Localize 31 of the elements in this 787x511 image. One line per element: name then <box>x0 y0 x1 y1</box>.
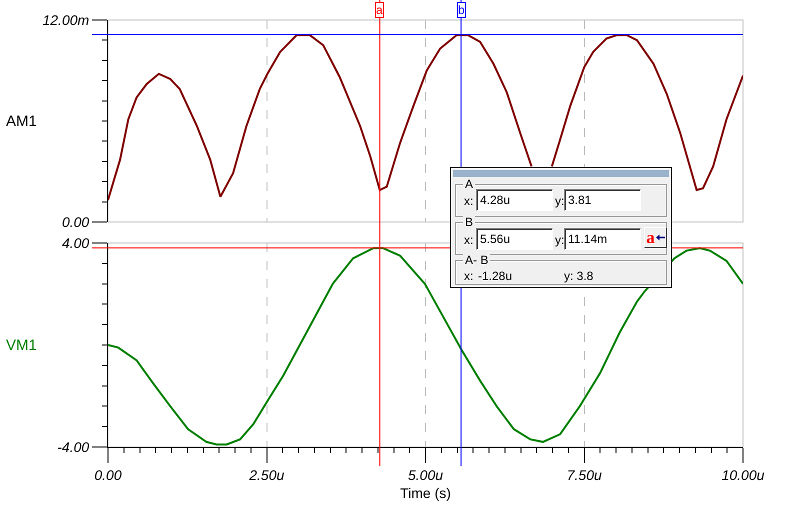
text-field: 3.81 <box>564 189 641 211</box>
y-tick-label: -4.00 <box>57 438 90 455</box>
annotation: B <box>463 215 476 229</box>
ref-line-label: b <box>458 3 465 17</box>
annotation: y: <box>555 233 564 247</box>
annotation: x: <box>464 269 474 283</box>
annotation: y: 3.8 <box>564 269 594 283</box>
annotation: y: <box>555 194 564 208</box>
text-field: 4.28u <box>476 189 553 211</box>
y-tick-label: 4.00 <box>62 234 90 251</box>
ref-line-label: a <box>376 3 383 17</box>
annotation: A- B <box>463 253 490 267</box>
text: VM1 <box>6 337 37 354</box>
x-tick-label: 5.00u <box>408 466 444 483</box>
text-field: 11.14m <box>564 228 641 250</box>
x-axis-title: Time (s) <box>400 485 451 502</box>
x-tick-label: 2.50u <box>248 466 284 483</box>
button: a <box>644 227 667 248</box>
y-tick-label: 0.00 <box>62 214 90 230</box>
annotation: x: <box>464 194 474 208</box>
annotation: a <box>646 228 655 247</box>
y-tick-label: 12.00m <box>42 12 90 28</box>
x-tick-label: 7.50u <box>566 466 602 483</box>
x-tick-label: 0.00 <box>94 466 122 483</box>
annotation: A <box>463 177 476 191</box>
annotation: x: <box>464 233 474 247</box>
x-tick-label: 10.00u <box>722 466 765 483</box>
y-axis-title: AM1 <box>6 113 37 130</box>
line-series <box>108 247 743 446</box>
annotation: -1.28u <box>478 269 512 283</box>
text-field: 5.56u <box>476 228 553 250</box>
